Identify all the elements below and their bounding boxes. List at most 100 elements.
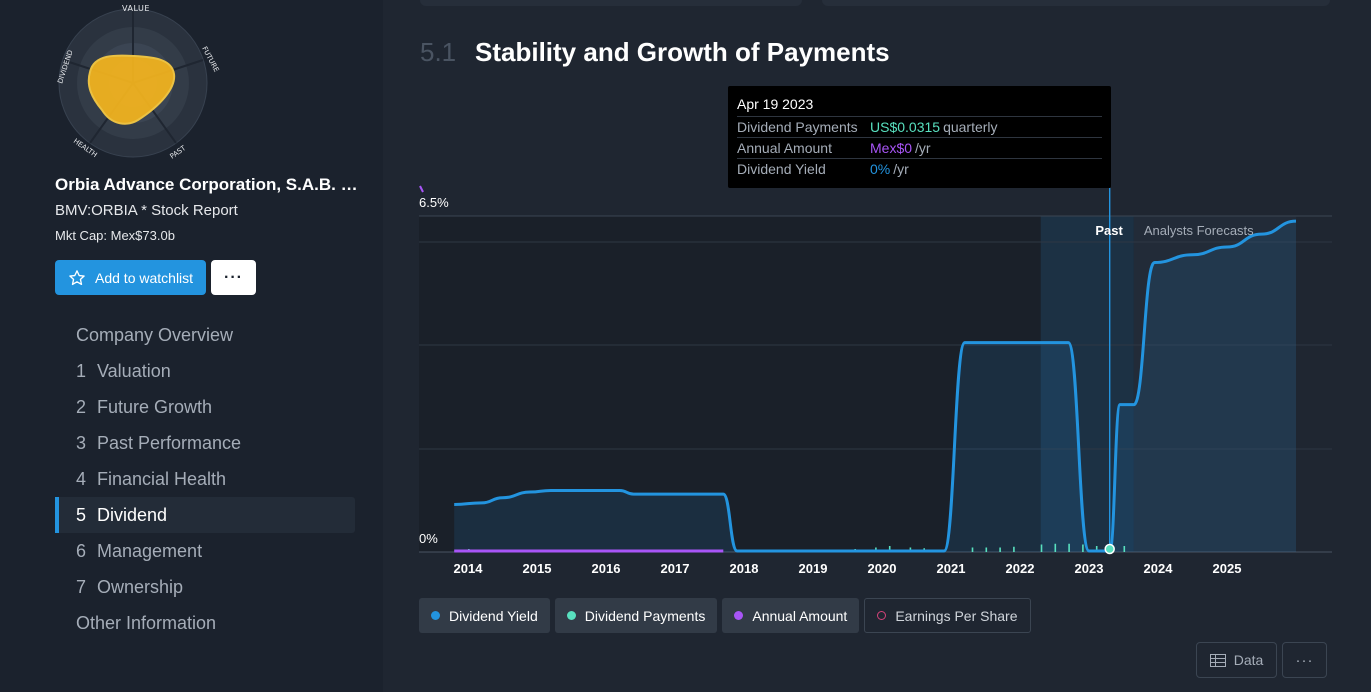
more-options-button[interactable]: ··· [211,260,256,295]
hover-highlight [1040,216,1134,552]
nav-valuation[interactable]: 1 Valuation [55,353,355,389]
payment-bar [1123,546,1126,552]
y-tick-label: 6.5% [419,195,449,210]
x-tick-label: 2017 [661,561,690,576]
nav-management[interactable]: 6 Management [55,533,355,569]
data-table-button[interactable]: Data [1196,642,1277,678]
x-tick-label: 2022 [1006,561,1035,576]
legend-label: Dividend Yield [449,607,538,624]
tooltip-label: Annual Amount [737,140,832,156]
payment-bar [971,547,974,552]
nav-num: 6 [76,540,87,561]
dividend-chart[interactable]: 0% 6.5% 2014 2015 2016 2017 2018 2019 2020 2021 20… [383,0,1371,692]
nav-num: 5 [76,504,87,525]
chart-tooltip: Apr 19 2023 Dividend Payments US$0.0315 … [728,86,1111,188]
tooltip-value: Mex$0 [870,140,913,156]
nav-label: Financial Health [97,468,227,489]
nav-past-performance[interactable]: 3 Past Performance [55,425,355,461]
y-tick-label: 0% [419,531,438,546]
past-label: Past [1095,223,1123,238]
x-tick-label: 2025 [1213,561,1242,576]
x-tick-label: 2015 [523,561,552,576]
legend-dot [431,611,440,620]
section-number: 5.1 [420,37,457,67]
forecast-region [1133,216,1296,552]
nav-num: 2 [76,396,87,417]
payment-bar [1095,546,1098,552]
tooltip-unit: /yr [915,140,931,156]
nav-label: Past Performance [97,432,242,453]
add-to-watchlist-button[interactable]: Add to watchlist [55,260,206,295]
legend-annual-amount[interactable]: Annual Amount [722,598,860,633]
legend-dot [734,611,744,620]
tooltip-value: 0% [870,161,891,177]
data-button-label: Data [1233,652,1264,668]
report-nav: Company Overview 1 Valuation 2 Future Grow… [55,317,355,641]
snowflake-label-value: VALUE [122,4,150,13]
yield-area-fill [454,221,1296,552]
tooltip-value: US$0.0315 [870,119,941,135]
nav-label: Future Growth [97,396,213,417]
tooltip-row-yield: Dividend Yield 0% /yr [737,158,1102,179]
snowflake-shape [87,54,176,125]
ticker: BMV:ORBIA * Stock Report [55,202,238,219]
nav-future-growth[interactable]: 2 Future Growth [55,389,355,425]
tooltip-row-payments: Dividend Payments US$0.0315 quarterly [737,116,1102,137]
table-icon [1209,653,1226,667]
chart-lines [419,185,1297,555]
nav-label: Other Information [76,612,217,633]
past-region [419,216,1134,552]
nav-num: 1 [76,360,87,381]
nav-label: Valuation [97,360,171,381]
payment-bar [1013,546,1015,552]
x-tick-label: 2023 [1075,561,1104,576]
legend-dot [877,611,887,620]
top-card [420,0,802,6]
main-content: 5.1 Stability and Growth of Payments 0% 6… [383,0,1371,692]
legend-dividend-yield[interactable]: Dividend Yield [419,598,550,633]
nav-num: 3 [76,432,87,453]
section-title: Stability and Growth of Payments [475,37,890,67]
payment-bar [999,547,1001,552]
x-tick-label: 2016 [592,561,621,576]
nav-financial-health[interactable]: 4 Financial Health [55,461,355,497]
hover-marker [1104,543,1115,555]
x-tick-label: 2018 [730,561,759,576]
nav-num: 4 [76,468,87,489]
company-name: Orbia Advance Corporation, S.A.B. de C.V… [55,175,365,194]
x-tick-label: 2020 [868,561,897,576]
snowflake-chart: VALUE FUTURE PAST HEALTH DIVIDEND [56,4,220,161]
legend-label: Annual Amount [752,607,848,624]
payment-bar [985,547,988,552]
nav-dividend[interactable]: 5 Dividend [55,497,355,533]
payment-bar [1068,543,1070,552]
dividend-yield-line [454,219,1297,553]
legend-earnings-per-share[interactable]: Earnings Per Share [864,598,1031,633]
sidebar: VALUE FUTURE PAST HEALTH DIVIDEND Orbia … [0,0,383,692]
chart-legend: Dividend Yield Dividend Payments Annual … [419,598,1031,633]
tooltip-row-annual: Annual Amount Mex$0 /yr [737,137,1102,158]
top-card [822,0,1330,6]
chart-background [419,216,1296,552]
nav-company-overview[interactable]: Company Overview [55,317,355,353]
nav-label: Management [97,540,203,561]
annual-amount-marker [419,185,424,193]
nav-label: Ownership [97,576,184,597]
forecast-label: Analysts Forecasts [1144,223,1254,238]
payment-bar [1040,544,1043,552]
chart-more-button[interactable]: ··· [1282,642,1327,678]
legend-label: Earnings Per Share [895,607,1018,624]
tooltip-label: Dividend Yield [737,161,826,177]
payment-bar [1082,544,1084,552]
nav-label: Company Overview [76,324,234,345]
legend-label: Dividend Payments [584,607,706,624]
nav-label: Dividend [97,504,168,525]
legend-dividend-payments[interactable]: Dividend Payments [554,598,718,633]
nav-ownership[interactable]: 7 Ownership [55,569,355,605]
nav-other-information[interactable]: Other Information [55,605,355,641]
x-tick-label: 2019 [799,561,828,576]
tooltip-unit: /yr [893,161,909,177]
market-cap: Mkt Cap: Mex$73.0b [55,228,175,243]
x-tick-label: 2024 [1144,561,1174,576]
legend-dot [566,611,576,620]
